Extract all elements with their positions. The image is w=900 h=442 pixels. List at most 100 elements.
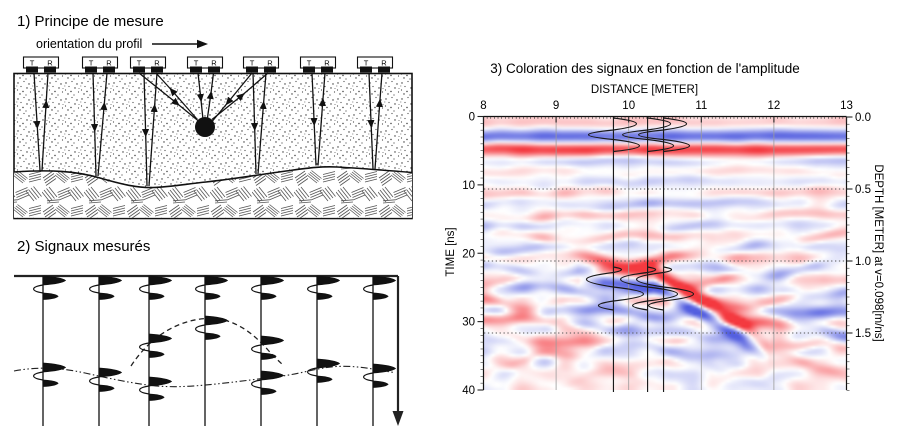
depth-tick-label: 0.5 (855, 184, 871, 196)
radargram-wiggle-overlay (586, 117, 695, 392)
reflection-wavelet (620, 266, 679, 311)
panel3-title: 3) Coloration des signaux en fonction de… (490, 61, 800, 76)
overlay-trace (636, 117, 695, 392)
transmitter-element (246, 66, 258, 73)
receiver-element (208, 66, 220, 73)
signal-wiggle (33, 275, 67, 300)
overlay-trace (586, 117, 645, 392)
transmitter-element (26, 66, 38, 73)
direct-wave-wavelet (588, 117, 640, 153)
antenna-box (299, 56, 337, 69)
interface-dashdot-curve (13, 365, 395, 388)
transmitter-label: T (364, 59, 369, 68)
x-tick-label: 10 (622, 100, 635, 112)
antenna-box (242, 56, 280, 69)
signal-wiggle (139, 333, 173, 358)
time-tick-label: 10 (462, 180, 475, 192)
signal-wiggle (251, 370, 285, 395)
receiver-label: R (106, 59, 112, 68)
overlay-trace (620, 117, 679, 392)
profile-orientation-label: orientation du profil (36, 37, 143, 51)
receiver-label: R (47, 59, 53, 68)
time-tick-label: 0 (469, 112, 475, 124)
time-tick-label: 40 (462, 385, 475, 397)
antenna-box (22, 56, 60, 69)
receiver-element (44, 66, 56, 73)
reflection-wavelet (586, 266, 645, 311)
signal-wiggle (33, 362, 67, 387)
antenna-box (81, 56, 119, 69)
transmitter-label: T (30, 59, 35, 68)
transmitter-element (303, 66, 315, 73)
distance-axis-label: DISTANCE [METER] (590, 84, 699, 96)
buried-object (195, 117, 215, 137)
receiver-label: R (211, 59, 217, 68)
signal-wiggle (363, 363, 397, 388)
antenna-box (129, 56, 167, 69)
x-tick-label: 8 (480, 100, 486, 112)
signal-wiggle (307, 275, 341, 300)
transmitter-element (85, 66, 97, 73)
signal-wiggle (251, 335, 285, 360)
measurement-principle-schematic (13, 39, 413, 220)
depth-tick-label: 1.0 (855, 256, 871, 268)
signal-wiggle (195, 275, 229, 300)
time-tick-label: 30 (462, 317, 475, 329)
receiver-element (321, 66, 333, 73)
signal-wiggle (89, 367, 123, 392)
signal-wiggle (195, 315, 229, 340)
antenna-box (356, 56, 394, 69)
x-tick-label: 13 (840, 100, 853, 112)
transmitter-label: T (250, 59, 255, 68)
panel1-title: 1) Principe de mesure (17, 13, 164, 30)
receiver-label: R (381, 59, 387, 68)
transmitter-element (190, 66, 202, 73)
signal-wiggle (139, 376, 173, 401)
soil-bedrock-interface (13, 165, 413, 189)
transmitter-element (360, 66, 372, 73)
depth-tick-label: 1.5 (855, 328, 871, 340)
receiver-label: R (324, 59, 330, 68)
transmitter-label: T (307, 59, 312, 68)
depth-tick-label: 0.0 (855, 112, 871, 124)
orientation-arrow (152, 39, 208, 49)
radargram-axes: 8 9 10 11 12 13 0 10 20 30 40 0.0 0.5 1.0 1.5 (462, 100, 871, 397)
receiver-element (151, 66, 163, 73)
receiver-element (103, 66, 115, 73)
receiver-label: R (154, 59, 160, 68)
antenna-box (186, 56, 224, 69)
reflection-wavelet (636, 266, 695, 311)
x-tick-label: 11 (695, 100, 707, 112)
receiver-label: R (267, 59, 273, 68)
time-axis-arrow (392, 276, 404, 426)
transmitter-label: T (137, 59, 142, 68)
signal-wiggle (139, 275, 173, 300)
transmitter-label: T (194, 59, 199, 68)
receiver-element (264, 66, 276, 73)
signal-wiggle (251, 275, 285, 300)
signal-wiggle (307, 358, 341, 383)
time-tick-label: 20 (462, 248, 475, 260)
signal-wiggle (89, 275, 123, 300)
radar-ray-paths (33, 72, 384, 187)
x-tick-label: 9 (553, 100, 559, 112)
transmitter-label: T (89, 59, 94, 68)
signal-wiggle (363, 275, 397, 300)
bedrock-layer (14, 166, 412, 218)
direct-wave-wavelet (638, 117, 690, 153)
panel2-title: 2) Signaux mesurés (17, 238, 151, 255)
receiver-element (378, 66, 390, 73)
x-tick-label: 12 (768, 100, 781, 112)
direct-wave-wavelet (622, 117, 674, 153)
transmitter-element (133, 66, 145, 73)
signal-traces (33, 275, 397, 426)
radargram-image (484, 117, 846, 390)
